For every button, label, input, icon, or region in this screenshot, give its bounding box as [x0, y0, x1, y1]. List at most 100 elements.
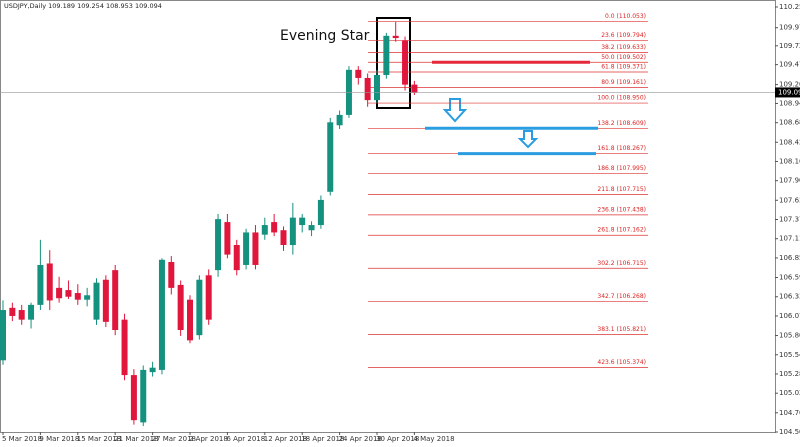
y-tick-label: 104.760: [779, 409, 800, 417]
y-tick-label: 109.970: [779, 24, 800, 32]
down-arrow: [442, 98, 468, 123]
x-tick-label: 4 May 2018: [413, 435, 454, 443]
fib-label: 50.0 (109.502): [601, 54, 646, 61]
candle-body: [121, 319, 128, 376]
candle-body: [46, 263, 53, 301]
fib-label: 261.8 (107.162): [597, 227, 646, 234]
candle-body: [215, 219, 222, 271]
candle-body: [93, 282, 100, 320]
y-tick-label: 105.805: [779, 332, 800, 340]
x-tick-label: 18 Apr 2018: [301, 435, 344, 443]
y-tick-label: 106.070: [779, 312, 800, 320]
candle-body: [374, 75, 380, 101]
y-tick-label: 108.685: [779, 119, 800, 127]
fib-label: 383.1 (105.821): [597, 326, 646, 333]
fib-label: 302.2 (106.715): [597, 260, 646, 267]
x-tick-label: 6 Apr 2018: [226, 435, 265, 443]
y-tick-label: 106.330: [779, 293, 800, 301]
candle-body: [112, 270, 119, 330]
fib-label: 38.2 (109.633): [601, 44, 646, 51]
candle-body: [130, 375, 137, 421]
price-label: 109.094: [778, 88, 800, 96]
y-tick-label: 109.200: [779, 81, 800, 89]
x-tick-label: 24 Apr 2018: [339, 435, 382, 443]
price-tag: [775, 87, 800, 98]
candle-body: [308, 225, 315, 231]
x-tick-label: 30 Apr 2018: [376, 435, 419, 443]
y-tick-label: 105.545: [779, 351, 800, 359]
candle-body: [37, 264, 44, 305]
fib-label: 161.8 (108.267): [597, 145, 646, 152]
candle-body: [140, 369, 147, 423]
candle-body: [364, 77, 371, 101]
y-tick-label: 108.420: [779, 138, 800, 146]
candle-body: [243, 232, 250, 265]
candle-body: [187, 299, 193, 341]
x-tick-label: 9 Mar 2018: [39, 435, 79, 443]
down-arrow: [517, 130, 539, 149]
y-tick-label: 107.635: [779, 196, 800, 204]
y-tick-label: 107.115: [779, 235, 800, 243]
candle-body: [84, 295, 91, 300]
candle-body: [289, 217, 296, 245]
fib-label: 0.0 (110.053): [605, 13, 646, 20]
candle-body: [9, 307, 16, 316]
candle-body: [355, 69, 362, 78]
candle-body: [411, 84, 418, 93]
y-tick-label: 109.725: [779, 42, 800, 50]
candle-body: [74, 293, 81, 300]
y-tick-label: 105.285: [779, 370, 800, 378]
pattern-box: [376, 17, 411, 109]
y-tick-label: 109.470: [779, 61, 800, 69]
candle-body: [383, 35, 390, 75]
candle-body: [252, 232, 259, 265]
fib-label: 211.8 (107.715): [597, 186, 646, 193]
candle-body: [0, 310, 6, 361]
x-tick-label: 27 Mar 2018: [152, 435, 196, 443]
x-tick-label: 12 Apr 2018: [264, 435, 307, 443]
candle-body: [299, 217, 306, 226]
x-tick-label: 15 Mar 2018: [77, 435, 121, 443]
annotation: Evening Star: [280, 28, 370, 44]
candle-body: [224, 222, 231, 255]
x-tick-label: 5 Mar 2018: [2, 435, 42, 443]
fib-label: 23.6 (109.794): [601, 32, 646, 39]
candle-body: [392, 35, 399, 39]
fib-label: 342.7 (106.268): [597, 293, 646, 300]
fib-label: 100.0 (108.950): [597, 95, 646, 102]
candle-body: [196, 279, 203, 336]
candle-body: [149, 367, 156, 373]
y-tick-label: 107.375: [779, 216, 800, 224]
candle-body: [280, 230, 287, 245]
y-tick-label: 106.590: [779, 274, 800, 282]
candle-body: [65, 290, 72, 297]
candle-body: [28, 304, 35, 320]
fib-label: 138.2 (108.609): [597, 120, 646, 127]
y-tick-label: 107.900: [779, 177, 800, 185]
candle-body: [158, 259, 165, 370]
candle-body: [317, 199, 324, 226]
candle-body: [18, 310, 25, 320]
candle-body: [56, 287, 63, 299]
candle-body: [102, 279, 109, 322]
candle-body: [327, 122, 334, 192]
y-tick-label: 108.160: [779, 157, 800, 165]
y-tick-label: 104.500: [779, 428, 800, 436]
chart-title: USDJPY,Daily 109.189 109.254 108.953 109…: [4, 2, 162, 10]
candle-body: [271, 222, 278, 233]
candle-body: [261, 225, 268, 235]
y-tick-label: 105.025: [779, 389, 800, 397]
y-tick-label: 108.945: [779, 99, 800, 107]
candle-body: [205, 275, 212, 320]
candle-body: [402, 40, 409, 85]
x-tick-label: 2 Apr 2018: [189, 435, 228, 443]
y-tick-label: 106.855: [779, 254, 800, 262]
fib-label: 186.8 (107.995): [597, 165, 646, 172]
fib-label: 61.8 (109.371): [601, 63, 646, 70]
fib-label: 80.9 (109.161): [601, 79, 646, 86]
candle-body: [168, 262, 175, 288]
fib-label: 236.8 (107.438): [597, 206, 646, 213]
candle-body: [233, 245, 240, 271]
